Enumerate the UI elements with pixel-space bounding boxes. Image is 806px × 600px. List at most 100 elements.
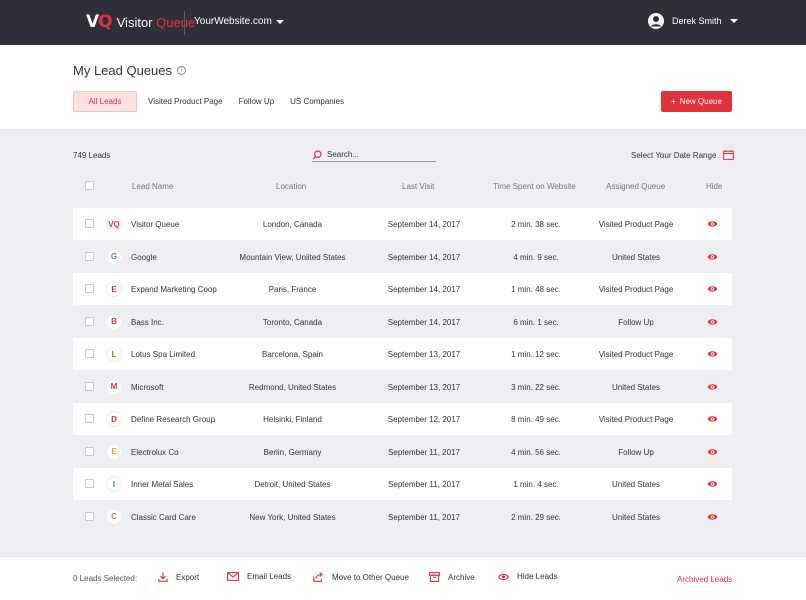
- row-checkbox[interactable]: [85, 511, 94, 521]
- date-range-label: Select Your Date Range: [631, 150, 717, 160]
- row-checkbox[interactable]: [85, 349, 94, 358]
- row-checkbox[interactable]: [85, 381, 94, 391]
- hide-eye-icon[interactable]: [707, 285, 718, 295]
- lead-last-visit: September 13, 2017: [387, 350, 461, 359]
- hide-eye-icon[interactable]: [707, 513, 718, 523]
- lead-time-spent: 2 min. 38 sec.: [511, 220, 561, 229]
- select-all-checkbox[interactable]: [85, 181, 94, 190]
- tab-us-companies[interactable]: US Companies: [290, 97, 344, 106]
- lead-assigned-queue: United States: [611, 480, 661, 489]
- hide-eye-icon[interactable]: [707, 253, 718, 263]
- archive-button[interactable]: Archive: [429, 572, 475, 582]
- column-last-visit[interactable]: Last Visit: [402, 182, 435, 191]
- archived-leads-link[interactable]: Archived Leads: [677, 575, 733, 584]
- chevron-down-icon: [275, 19, 284, 24]
- lead-name[interactable]: Electrolux Co: [131, 447, 179, 457]
- table-row[interactable]: L Lotus Spa Limited Barcelona, Spain Septem…: [73, 338, 732, 370]
- table-row[interactable]: E Electrolux Co Berlin, Germany September 1…: [73, 436, 732, 468]
- lead-last-visit: September 14, 2017: [387, 220, 461, 229]
- logo[interactable]: VQ Visitor Queue: [86, 12, 195, 32]
- company-logo-icon: VQ: [106, 216, 122, 232]
- lead-last-visit: September 12, 2017: [387, 415, 461, 424]
- new-queue-button[interactable]: + New Queue: [661, 91, 732, 112]
- info-icon[interactable]: i: [177, 66, 187, 75]
- logo-mark: VQ: [86, 12, 113, 32]
- row-checkbox[interactable]: [85, 316, 94, 326]
- lead-name[interactable]: Inner Metal Sales: [131, 480, 194, 489]
- hide-eye-icon[interactable]: [707, 383, 718, 393]
- email-leads-button[interactable]: Email Leads: [227, 572, 291, 581]
- row-checkbox[interactable]: [85, 219, 94, 228]
- download-icon: [158, 572, 168, 582]
- lead-name[interactable]: Google: [131, 252, 157, 262]
- lead-location: London, Canada: [262, 220, 323, 229]
- table-row[interactable]: G Google Mountain View, Uniited States Sept…: [73, 241, 732, 273]
- share-icon: [313, 572, 323, 582]
- row-checkbox[interactable]: [85, 446, 94, 456]
- lead-time-spent: 8 min. 49 sec.: [511, 415, 561, 424]
- lead-name[interactable]: Lotus Spa Limited: [131, 350, 196, 359]
- company-logo-icon: G: [106, 248, 122, 265]
- lead-count: 749 Leads: [73, 151, 111, 160]
- column-hide[interactable]: Hide: [706, 182, 723, 191]
- plus-icon: +: [671, 97, 676, 106]
- hide-eye-icon[interactable]: [707, 480, 718, 490]
- page-header: My Lead Queues i All Leads Visited Produ…: [0, 45, 806, 130]
- search-input[interactable]: [327, 150, 427, 159]
- tab-visited-product-page[interactable]: Visited Product Page: [148, 97, 223, 106]
- tab-follow-up[interactable]: Follow Up: [238, 97, 275, 106]
- table-row[interactable]: E Expand Marketing Coop Paris, France Septe…: [73, 273, 732, 305]
- user-menu[interactable]: Derek Smith: [648, 13, 738, 29]
- row-checkbox[interactable]: [85, 479, 94, 488]
- move-queue-button[interactable]: Move to Other Queue: [313, 572, 409, 582]
- lead-name[interactable]: Microsoft: [131, 382, 164, 392]
- lead-location: Helsinki, Finland: [263, 415, 322, 424]
- lead-location: Detroit, United States: [254, 480, 331, 489]
- hide-leads-button[interactable]: Hide Leads: [498, 572, 557, 581]
- export-button[interactable]: Export: [158, 572, 199, 582]
- lead-name[interactable]: Classic Card Care: [131, 512, 196, 522]
- hide-eye-icon[interactable]: [707, 350, 718, 360]
- lead-assigned-queue: Visited Product Page: [598, 415, 674, 424]
- company-logo-icon: E: [106, 443, 122, 460]
- column-location[interactable]: Location: [276, 182, 307, 191]
- website-selector[interactable]: YourWebsite.com: [194, 16, 284, 27]
- hide-eye-icon[interactable]: [707, 318, 718, 328]
- lead-assigned-queue: Follow Up: [618, 317, 654, 327]
- table-row[interactable]: I Inner Metal Sales Detroit, United States…: [73, 468, 732, 500]
- eye-icon: [498, 573, 509, 580]
- column-assigned-queue[interactable]: Assigned Queue: [606, 182, 666, 191]
- lead-name[interactable]: Expand Marketing Coop: [131, 285, 217, 294]
- lead-location: Redmond, United States: [248, 382, 337, 392]
- table-row[interactable]: D Define Research Group Helsinki, Finland S…: [73, 403, 732, 435]
- column-lead-name[interactable]: Lead Name: [132, 182, 174, 191]
- lead-name[interactable]: Bass Inc.: [131, 317, 164, 327]
- hide-eye-icon[interactable]: [707, 220, 718, 230]
- lead-name[interactable]: Define Research Group: [131, 415, 216, 424]
- table-row[interactable]: VQ Visitor Queue London, Canada September 1…: [73, 208, 732, 240]
- table-row[interactable]: C Classic Card Care New York, United State…: [73, 501, 732, 533]
- top-bar: VQ Visitor Queue YourWebsite.com Derek S…: [0, 0, 806, 45]
- hide-eye-icon[interactable]: [707, 415, 718, 425]
- table-row[interactable]: B Bass Inc. Toronto, Canada September 14, 2…: [73, 306, 732, 338]
- row-checkbox[interactable]: [85, 284, 94, 293]
- lead-last-visit: September 14, 2017: [387, 317, 461, 327]
- archive-icon: [429, 572, 440, 582]
- column-time-spent[interactable]: Time Spent on Website: [493, 182, 576, 191]
- tab-all-leads[interactable]: All Leads: [73, 91, 137, 112]
- row-checkbox[interactable]: [85, 251, 94, 261]
- lead-time-spent: 1 min. 12 sec.: [511, 350, 561, 359]
- calendar-icon: [723, 150, 735, 160]
- lead-time-spent: 3 min. 22 sec.: [511, 382, 561, 392]
- company-logo-icon: D: [106, 411, 122, 427]
- selected-count: 0 Leads Selected:: [73, 574, 138, 583]
- lead-last-visit: September 13, 2017: [387, 382, 461, 392]
- date-range-picker[interactable]: Select Your Date Range: [631, 150, 735, 160]
- table-header: Lead Name Location Last Visit Time Spent…: [73, 180, 732, 194]
- page-title: My Lead Queues i: [73, 63, 187, 78]
- row-checkbox[interactable]: [85, 414, 94, 423]
- user-name: Derek Smith: [672, 16, 722, 26]
- hide-eye-icon[interactable]: [707, 448, 718, 458]
- table-row[interactable]: M Microsoft Redmond, United States Septembe…: [73, 371, 732, 403]
- lead-name[interactable]: Visitor Queue: [131, 220, 180, 229]
